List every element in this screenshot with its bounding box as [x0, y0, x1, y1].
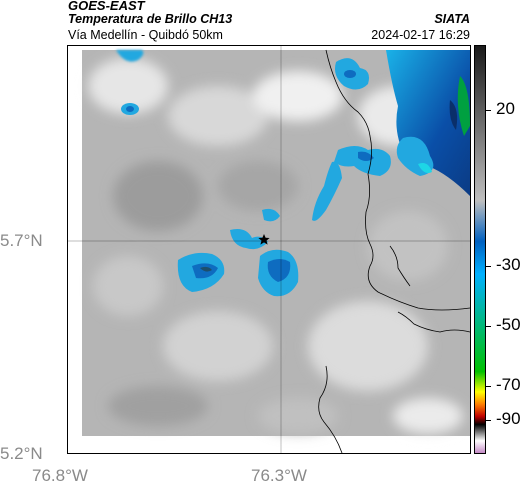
location-label: Vía Medellín - Quibdó 50km	[68, 28, 223, 42]
product-title: GOES-EAST	[68, 0, 145, 13]
star-icon	[258, 234, 270, 245]
longitude-label: 76.8°W	[32, 466, 88, 485]
organization-label: SIATA	[434, 12, 470, 26]
product-subtitle: Temperatura de Brillo CH13	[68, 12, 233, 26]
temperature-colorbar	[474, 45, 486, 454]
map-canvas	[68, 46, 470, 453]
latitude-label: 5.7°N	[0, 231, 43, 250]
latitude-label: 5.2°N	[0, 444, 43, 463]
colorbar-tick	[486, 326, 491, 327]
colorbar-tick	[486, 110, 491, 111]
brightness-field	[82, 50, 470, 436]
satellite-map[interactable]	[67, 45, 471, 454]
datetime-label: 2024-02-17 16:29	[371, 28, 470, 42]
colorbar-tick	[486, 266, 491, 267]
longitude-label: 76.3°W	[251, 466, 307, 485]
colorbar-label: -30	[496, 255, 521, 274]
colorbar-label: -50	[496, 315, 521, 334]
colorbar-tick	[486, 386, 491, 387]
graticule	[68, 46, 470, 453]
colorbar-tick	[486, 420, 491, 421]
colorbar-label: 20	[496, 99, 515, 118]
colorbar-label: -90	[496, 409, 521, 428]
colorbar-label: -70	[496, 375, 521, 394]
cold-cloud-areas	[116, 50, 470, 297]
political-boundaries	[318, 49, 470, 453]
